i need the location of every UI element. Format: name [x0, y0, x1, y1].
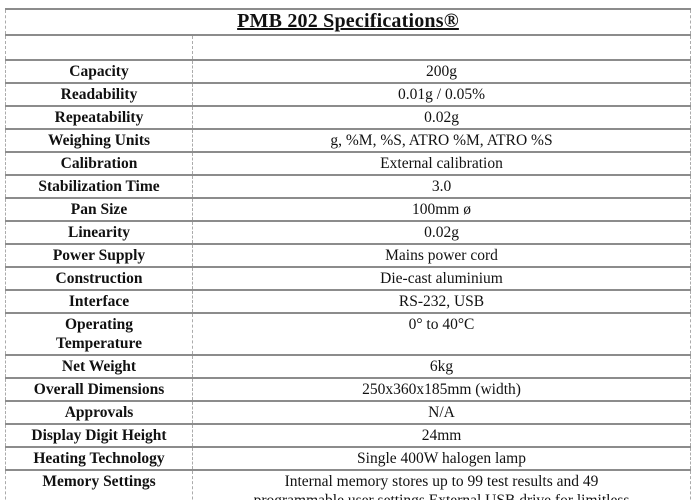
- spec-value-cell: 24mm: [192, 424, 691, 448]
- spec-value-cell: 200g: [192, 60, 691, 84]
- spec-label-cell: Readability: [5, 83, 193, 107]
- spec-label-cell: Net Weight: [5, 355, 193, 379]
- table-row: Pan Size 100mm ø: [5, 198, 691, 222]
- table-row: Operating Temperature 0° to 40°C: [5, 313, 691, 356]
- table-row: Interface RS-232, USB: [5, 290, 691, 314]
- spec-label-cell: Repeatability: [5, 106, 193, 130]
- spec-value-cell: 0.01g / 0.05%: [192, 83, 691, 107]
- table-row: Heating Technology Single 400W halogen l…: [5, 447, 691, 471]
- title-row: PMB 202 Specifications®: [5, 9, 691, 36]
- spec-label-cell: Memory Settings: [5, 470, 193, 500]
- title-cell: PMB 202 Specifications®: [5, 9, 691, 36]
- table-row: Calibration External calibration: [5, 152, 691, 176]
- table-row: Construction Die-cast aluminium: [5, 267, 691, 291]
- table-row: Weighing Units g, %M, %S, ATRO %M, ATRO …: [5, 129, 691, 153]
- page-title: PMB 202 Specifications®: [237, 10, 459, 32]
- empty-row: [5, 35, 691, 61]
- empty-value-cell: [192, 35, 691, 61]
- table-row: Overall Dimensions 250x360x185mm (width): [5, 378, 691, 402]
- spec-label-cell: Construction: [5, 267, 193, 291]
- specifications-table: PMB 202 Specifications® Capacity 200g Re…: [5, 8, 691, 500]
- table-row: Approvals N/A: [5, 401, 691, 425]
- spec-label-cell: Pan Size: [5, 198, 193, 222]
- spec-label-cell: Approvals: [5, 401, 193, 425]
- empty-label-cell: [5, 35, 193, 61]
- spec-value-cell: 250x360x185mm (width): [192, 378, 691, 402]
- spec-value-cell: 6kg: [192, 355, 691, 379]
- spec-value-cell: Mains power cord: [192, 244, 691, 268]
- table-row: Readability 0.01g / 0.05%: [5, 83, 691, 107]
- table-row: Net Weight 6kg: [5, 355, 691, 379]
- spec-label-cell: Capacity: [5, 60, 193, 84]
- spec-value-cell: 100mm ø: [192, 198, 691, 222]
- spec-label-cell: Display Digit Height: [5, 424, 193, 448]
- spec-label-cell: Operating Temperature: [5, 313, 193, 356]
- table-row: Memory Settings Internal memory stores u…: [5, 470, 691, 500]
- spec-value-cell: Internal memory stores up to 99 test res…: [192, 470, 691, 500]
- spec-label-cell: Stabilization Time: [5, 175, 193, 199]
- spec-label-cell: Calibration: [5, 152, 193, 176]
- spec-label-cell: Interface: [5, 290, 193, 314]
- spec-label-cell: Overall Dimensions: [5, 378, 193, 402]
- spec-value-cell: RS-232, USB: [192, 290, 691, 314]
- spec-value-cell: 0.02g: [192, 221, 691, 245]
- spec-label-cell: Heating Technology: [5, 447, 193, 471]
- spec-label-cell: Weighing Units: [5, 129, 193, 153]
- table-row: Capacity 200g: [5, 60, 691, 84]
- spec-value-cell: 3.0: [192, 175, 691, 199]
- spec-table-body: PMB 202 Specifications® Capacity 200g Re…: [5, 9, 691, 500]
- table-row: Repeatability 0.02g: [5, 106, 691, 130]
- table-row: Linearity 0.02g: [5, 221, 691, 245]
- spec-value-cell: g, %M, %S, ATRO %M, ATRO %S: [192, 129, 691, 153]
- table-row: Display Digit Height 24mm: [5, 424, 691, 448]
- table-row: Power Supply Mains power cord: [5, 244, 691, 268]
- spec-value-cell: Die-cast aluminium: [192, 267, 691, 291]
- spec-label-cell: Linearity: [5, 221, 193, 245]
- spec-value-cell: 0° to 40°C: [192, 313, 691, 356]
- table-row: Stabilization Time 3.0: [5, 175, 691, 199]
- spec-label-cell: Power Supply: [5, 244, 193, 268]
- spec-value-cell: N/A: [192, 401, 691, 425]
- spec-value-cell: 0.02g: [192, 106, 691, 130]
- spec-value-cell: External calibration: [192, 152, 691, 176]
- spec-value-cell: Single 400W halogen lamp: [192, 447, 691, 471]
